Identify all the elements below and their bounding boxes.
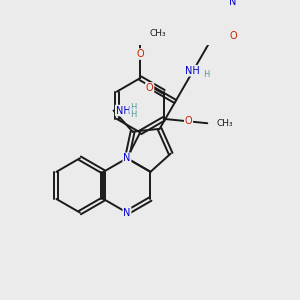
Text: O: O: [146, 83, 154, 93]
Text: NH₂: NH₂: [116, 106, 134, 116]
Text: H: H: [130, 110, 136, 118]
Text: CH₃: CH₃: [217, 119, 234, 128]
Text: N: N: [229, 0, 237, 7]
Text: CH₃: CH₃: [150, 29, 166, 38]
Text: H: H: [203, 70, 210, 79]
Text: N: N: [123, 208, 130, 218]
Text: NH: NH: [185, 66, 200, 76]
Text: O: O: [229, 31, 237, 41]
Text: H: H: [130, 103, 136, 112]
Text: N: N: [123, 153, 130, 163]
Text: O: O: [185, 116, 192, 126]
Text: O: O: [136, 49, 144, 59]
